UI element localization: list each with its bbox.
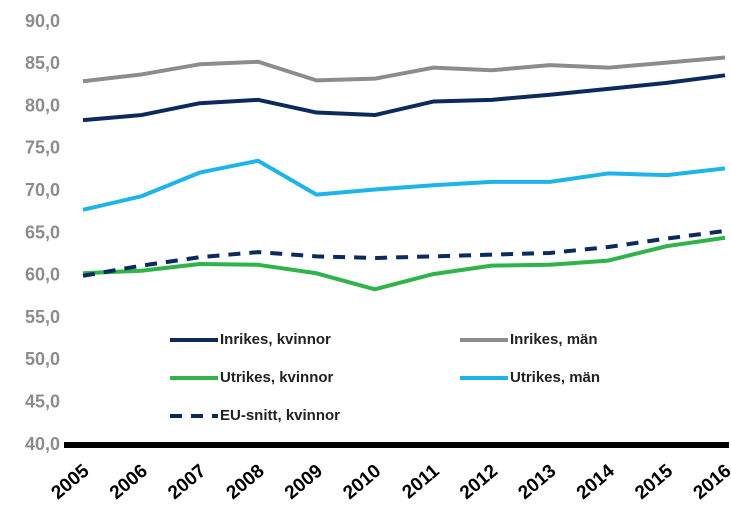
x-tick-label: 2007 bbox=[164, 461, 210, 504]
y-tick-label: 80,0 bbox=[25, 95, 60, 115]
x-tick-label: 2008 bbox=[223, 461, 269, 504]
x-tick-label: 2013 bbox=[514, 461, 560, 504]
line bbox=[82, 73, 726, 123]
line bbox=[82, 158, 726, 212]
legend-label: EU-snitt, kvinnor bbox=[220, 407, 340, 424]
x-tick-label: 2012 bbox=[456, 461, 502, 504]
y-tick-label: 90,0 bbox=[25, 11, 60, 31]
y-tick-label: 70,0 bbox=[25, 180, 60, 200]
x-tick-label: 2006 bbox=[106, 461, 152, 504]
line bbox=[82, 228, 726, 278]
y-tick-label: 65,0 bbox=[25, 222, 60, 242]
legend-label: Utrikes, kvinnor bbox=[220, 369, 334, 386]
x-tick-label: 2014 bbox=[573, 460, 619, 504]
x-tick-label: 2016 bbox=[690, 461, 731, 504]
line bbox=[82, 235, 726, 292]
x-tick-label: 2010 bbox=[339, 461, 385, 504]
y-tick-label: 40,0 bbox=[25, 434, 60, 454]
x-tick-label: 2005 bbox=[48, 460, 94, 504]
legend-label: Utrikes, män bbox=[510, 369, 600, 386]
legend-label: Inrikes, män bbox=[510, 331, 598, 348]
x-tick-label: 2015 bbox=[631, 460, 677, 504]
x-tick-label: 2009 bbox=[281, 461, 327, 504]
y-tick-label: 75,0 bbox=[25, 138, 60, 158]
y-tick-label: 60,0 bbox=[25, 265, 60, 285]
line bbox=[82, 55, 726, 84]
y-tick-label: 85,0 bbox=[25, 53, 60, 73]
legend-label: Inrikes, kvinnor bbox=[220, 331, 331, 348]
y-tick-label: 55,0 bbox=[25, 307, 60, 327]
x-tick-label: 2011 bbox=[399, 460, 444, 503]
y-tick-label: 50,0 bbox=[25, 349, 60, 369]
y-tick-label: 45,0 bbox=[25, 391, 60, 411]
